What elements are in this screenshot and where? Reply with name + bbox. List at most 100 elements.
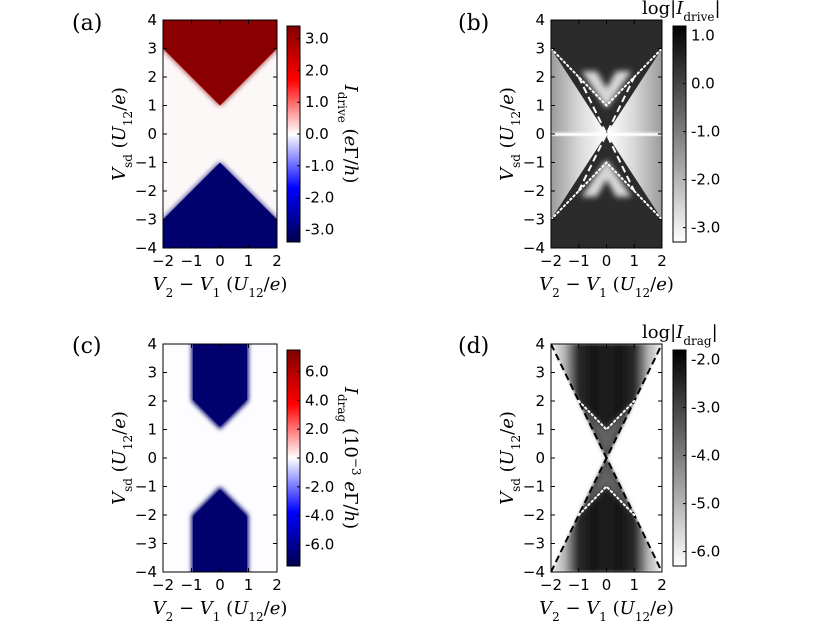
colorbar-gradient bbox=[672, 349, 687, 567]
colorbar-tick-label: 2.0 bbox=[305, 420, 329, 438]
y-tick-label: 2 bbox=[535, 392, 545, 410]
y-tick-label: 4 bbox=[535, 335, 545, 353]
colorbar-tick-label: -3.0 bbox=[691, 219, 720, 237]
x-tick-label: 0 bbox=[215, 252, 225, 270]
panel-label: (a) bbox=[72, 11, 102, 36]
x-axis-label: V2 − V1 (U12/e) bbox=[539, 598, 674, 624]
negative-lower-core bbox=[192, 489, 248, 572]
y-tick-label: 1 bbox=[535, 421, 545, 439]
y-tick-label: −3 bbox=[135, 211, 157, 229]
colorbar: 1.0 0.0 -1.0 -2.0 -3.0 log|Idrive| bbox=[642, 0, 721, 243]
y-tick-label: 2 bbox=[535, 68, 545, 86]
x-tick-label: −2 bbox=[540, 252, 562, 270]
colorbar-tick-label: 4.0 bbox=[305, 391, 329, 409]
negative-core bbox=[163, 162, 277, 248]
colorbar-tick-label: 2.0 bbox=[305, 61, 329, 79]
x-tick-label: −1 bbox=[568, 252, 590, 270]
colorbar-tick-label: 0.0 bbox=[305, 449, 329, 467]
boundary-line-2 bbox=[551, 161, 662, 221]
colorbar-tick-label: -2.0 bbox=[305, 189, 334, 207]
upper-cone bbox=[551, 344, 662, 458]
colorbar-tick-label: 0.0 bbox=[691, 75, 715, 93]
x-axis-label: V2 − V1 (U12/e) bbox=[539, 274, 674, 300]
colorbar-tick-label: 6.0 bbox=[305, 363, 329, 381]
x-axis-label: V2 − V1 (U12/e) bbox=[153, 598, 288, 624]
x-axis-label: V2 − V1 (U12/e) bbox=[153, 274, 288, 300]
colorbar-tick-label: -3.0 bbox=[305, 220, 334, 238]
heatmap bbox=[163, 20, 277, 248]
colorbar-tick-label: -2.0 bbox=[691, 351, 720, 369]
lower-glow bbox=[581, 159, 632, 197]
x-tick-label: −1 bbox=[180, 576, 202, 594]
x-tick-label: 1 bbox=[244, 252, 254, 270]
x-tick-label: 1 bbox=[244, 576, 254, 594]
y-tick-label: −1 bbox=[135, 478, 157, 496]
x-tick-label: −2 bbox=[540, 576, 562, 594]
y-tick-label: 0 bbox=[147, 449, 157, 467]
y-tick-label: −1 bbox=[523, 478, 545, 496]
colorbar: -2.0 -3.0 -4.0 -5.0 -6.0 log|Idrag| bbox=[642, 322, 720, 567]
y-tick-label: 0 bbox=[535, 125, 545, 143]
y-tick-label: −2 bbox=[523, 182, 545, 200]
y-tick-label: 3 bbox=[535, 364, 545, 382]
boundary-line-3 bbox=[577, 76, 636, 137]
colorbar-title: log|Idrive| bbox=[642, 0, 721, 24]
x-tick-label: −2 bbox=[152, 576, 174, 594]
x-tick-label: 0 bbox=[602, 252, 612, 270]
boundary-line-1 bbox=[551, 47, 662, 107]
y-tick-label: 0 bbox=[535, 449, 545, 467]
y-tick-label: 2 bbox=[147, 392, 157, 410]
colorbar-tick-label: -1.0 bbox=[691, 123, 720, 141]
colorbar: 3.0 2.0 1.0 0.0 -1.0 -2.0 -3.0 Idrive (eΓ/h) bbox=[286, 25, 361, 243]
x-tick-label: 2 bbox=[657, 252, 667, 270]
panel-label: (d) bbox=[458, 334, 489, 359]
colorbar-tick-label: -3.0 bbox=[691, 399, 720, 417]
x-tick-label: 2 bbox=[272, 576, 282, 594]
y-tick-label: 3 bbox=[147, 364, 157, 382]
y-axis-label: Vsd (U12/e) bbox=[109, 411, 135, 505]
x-tick-label: 0 bbox=[215, 576, 225, 594]
colorbar-tick-label: -4.0 bbox=[305, 507, 334, 525]
colorbar-title: log|Idrag| bbox=[642, 322, 718, 348]
x-tick-label: −2 bbox=[152, 252, 174, 270]
boundary-line-3 bbox=[577, 400, 636, 431]
y-tick-label: 0 bbox=[147, 125, 157, 143]
colorbar-tick-label: -2.0 bbox=[691, 171, 720, 189]
colorbar-tick-label: 1.0 bbox=[691, 27, 715, 45]
x-tick-label: −1 bbox=[180, 252, 202, 270]
colorbar-tick-label: 0.0 bbox=[305, 125, 329, 143]
colorbar-gradient bbox=[672, 25, 687, 243]
y-tick-label: −2 bbox=[135, 182, 157, 200]
heatmap bbox=[163, 344, 277, 572]
y-tick-label: 2 bbox=[147, 68, 157, 86]
y-tick-label: −1 bbox=[135, 154, 157, 172]
y-tick-label: 1 bbox=[535, 97, 545, 115]
y-axis-label: Vsd (U12/e) bbox=[497, 411, 523, 505]
boundary-line-4 bbox=[577, 131, 636, 192]
y-tick-label: 3 bbox=[147, 40, 157, 58]
y-tick-label: −4 bbox=[523, 239, 545, 257]
colorbar-title: Idrive (eΓ/h) bbox=[335, 84, 361, 184]
y-tick-label: 3 bbox=[535, 40, 545, 58]
negative-upper-core bbox=[192, 344, 248, 427]
x-tick-label: 1 bbox=[629, 576, 639, 594]
x-tick-label: −1 bbox=[568, 576, 590, 594]
y-tick-label: −4 bbox=[135, 239, 157, 257]
colorbar-tick-label: 3.0 bbox=[305, 30, 329, 48]
colorbar-tick-label: -5.0 bbox=[691, 495, 720, 513]
colorbar-title: Idrag (10−3 eΓ/h) bbox=[335, 386, 363, 529]
y-axis-label: Vsd (U12/e) bbox=[497, 87, 523, 181]
y-tick-label: 4 bbox=[147, 11, 157, 29]
x-tick-label: 2 bbox=[657, 576, 667, 594]
panel-label: (c) bbox=[72, 334, 102, 359]
y-tick-label: −2 bbox=[523, 506, 545, 524]
x-tick-label: 2 bbox=[272, 252, 282, 270]
y-axis-label: Vsd (U12/e) bbox=[109, 87, 135, 181]
heatmap bbox=[551, 20, 662, 248]
colorbar-tick-label: -1.0 bbox=[305, 157, 334, 175]
panel-label: (b) bbox=[458, 11, 489, 36]
